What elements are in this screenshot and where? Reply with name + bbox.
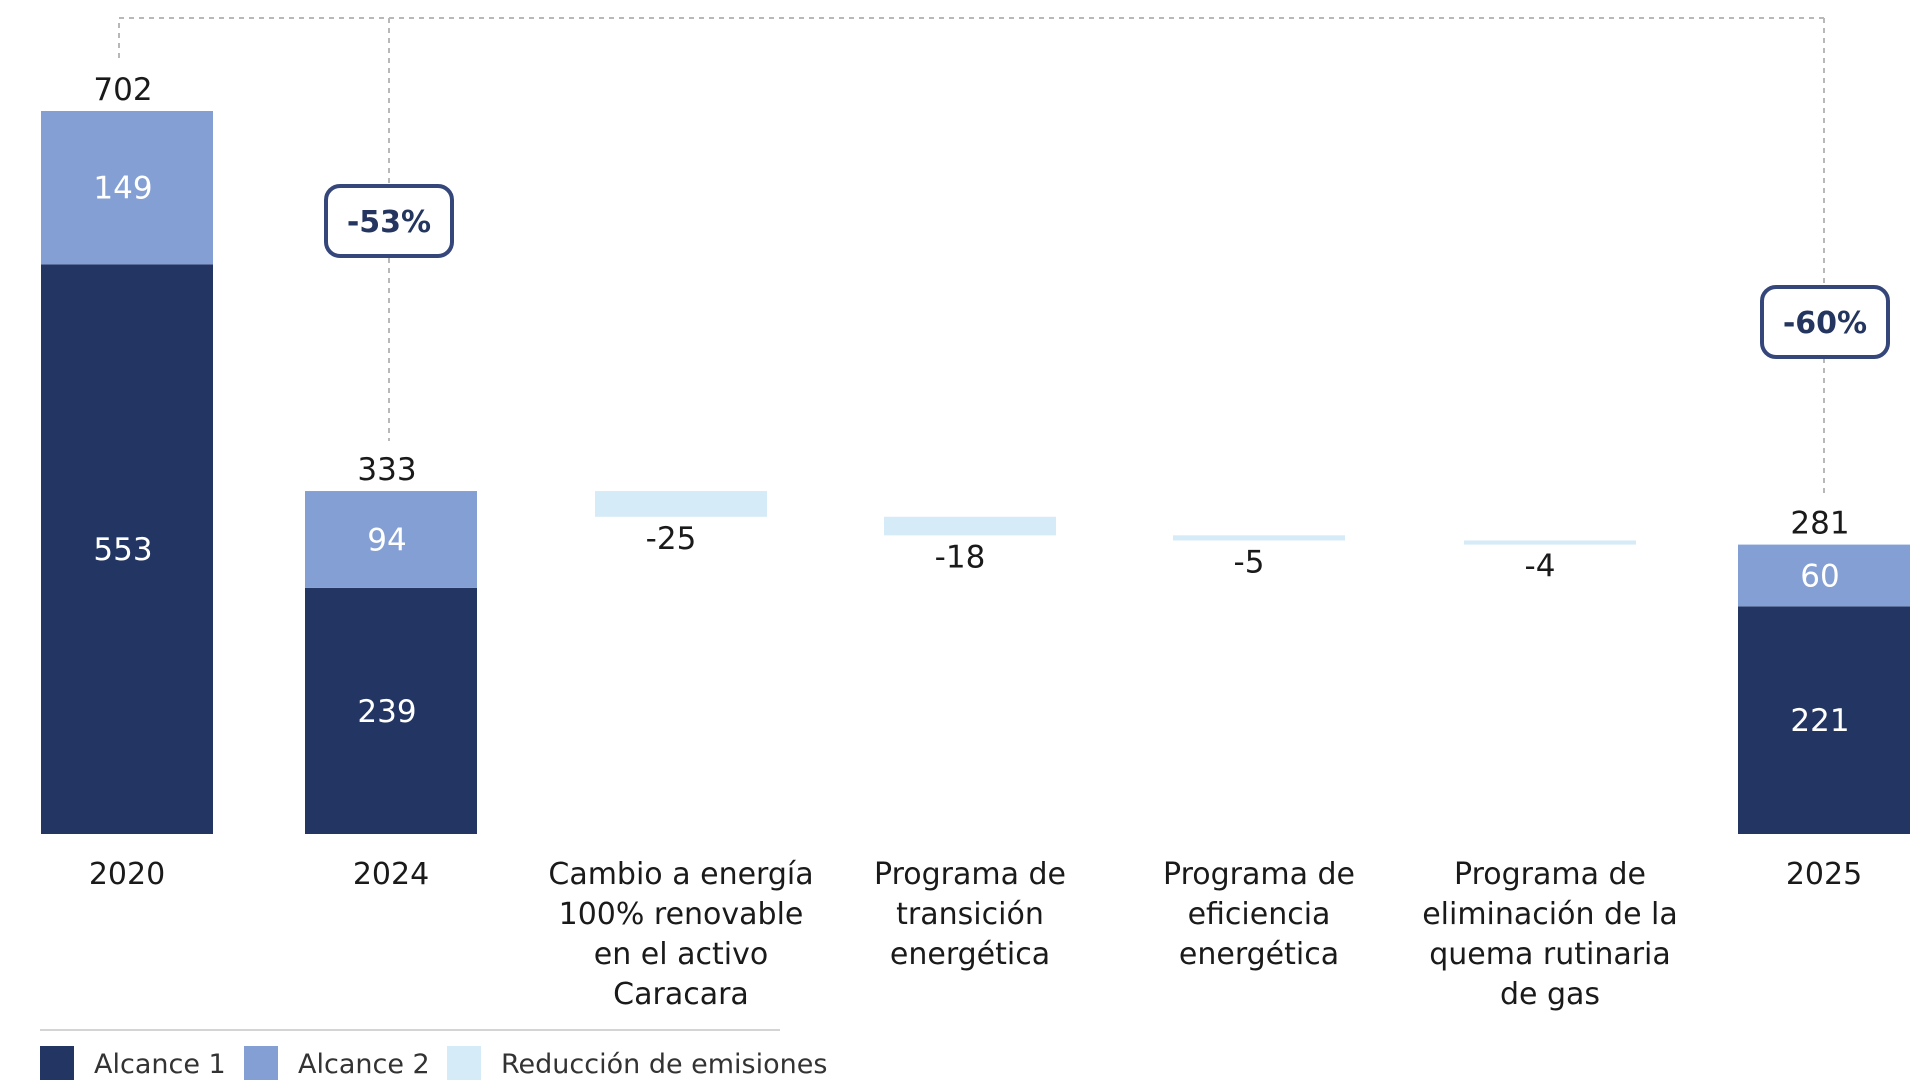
reduction-label-4: -5 — [1234, 544, 1265, 580]
category-labels: 2020 2024 Cambio a energía 100% renovable en… — [89, 857, 1862, 1012]
category-label-2: Cambio a energía 100% renovable en el acti… — [548, 857, 813, 1012]
bar-alcance1-6 — [1738, 606, 1910, 834]
bar-reduccion-3 — [884, 516, 1056, 536]
legend-label-1: Alcance 2 — [298, 1049, 430, 1080]
value-label-alcance1-0: 553 — [93, 532, 152, 568]
bar-alcance2-1 — [305, 491, 477, 588]
labels-group: 553 149 702 239 94 333 -25 -18 -5 -4 221 60 281 — [93, 72, 1849, 739]
category-label-0: 2020 — [89, 857, 165, 892]
value-label-alcance1-1: 239 — [357, 694, 416, 730]
total-label-1: 333 — [357, 452, 416, 488]
legend-swatch-2 — [447, 1046, 481, 1080]
reduction-label-3: -18 — [935, 539, 986, 575]
value-label-alcance2-0: 149 — [93, 171, 152, 207]
legend-label-2: Reducción de emisiones — [501, 1049, 827, 1080]
category-label-5: Programa de eliminación de la quema rutina… — [1422, 857, 1678, 1012]
bar-alcance2-6 — [1738, 544, 1910, 607]
bar-alcance2-0 — [41, 111, 213, 265]
legend-swatch-1 — [244, 1046, 278, 1080]
percent-badges: -53% -60% — [324, 184, 1890, 359]
badge-text-0: -53% — [347, 205, 431, 240]
category-label-6: 2025 — [1786, 857, 1862, 892]
connector-top — [118, 17, 1824, 58]
reduction-label-5: -4 — [1525, 549, 1556, 585]
total-label-6: 281 — [1790, 506, 1849, 542]
bar-reduccion-5 — [1464, 540, 1636, 545]
bar-reduccion-2 — [595, 491, 767, 517]
badge-text-1: -60% — [1783, 306, 1867, 341]
reduction-label-2: -25 — [646, 521, 697, 557]
badge-box-0 — [324, 184, 454, 258]
badge-box-1 — [1760, 285, 1890, 359]
bar-alcance1-1 — [305, 587, 477, 834]
category-label-4: Programa de eficiencia energética — [1163, 857, 1355, 972]
legend-swatch-0 — [40, 1046, 74, 1080]
legend-label-0: Alcance 1 — [94, 1049, 226, 1080]
bar-alcance1-0 — [41, 264, 213, 834]
category-label-1: 2024 — [353, 857, 429, 892]
total-label-0: 702 — [93, 72, 152, 108]
bars-group — [41, 111, 1910, 834]
value-label-alcance1-6: 221 — [1790, 703, 1849, 739]
bar-reduccion-4 — [1173, 535, 1345, 541]
value-label-alcance2-1: 94 — [367, 522, 406, 558]
value-label-alcance2-6: 60 — [1800, 558, 1839, 594]
category-label-3: Programa de transición energética — [874, 857, 1066, 972]
legend: Alcance 1 Alcance 2 Reducción de emisiones — [40, 1029, 827, 1080]
